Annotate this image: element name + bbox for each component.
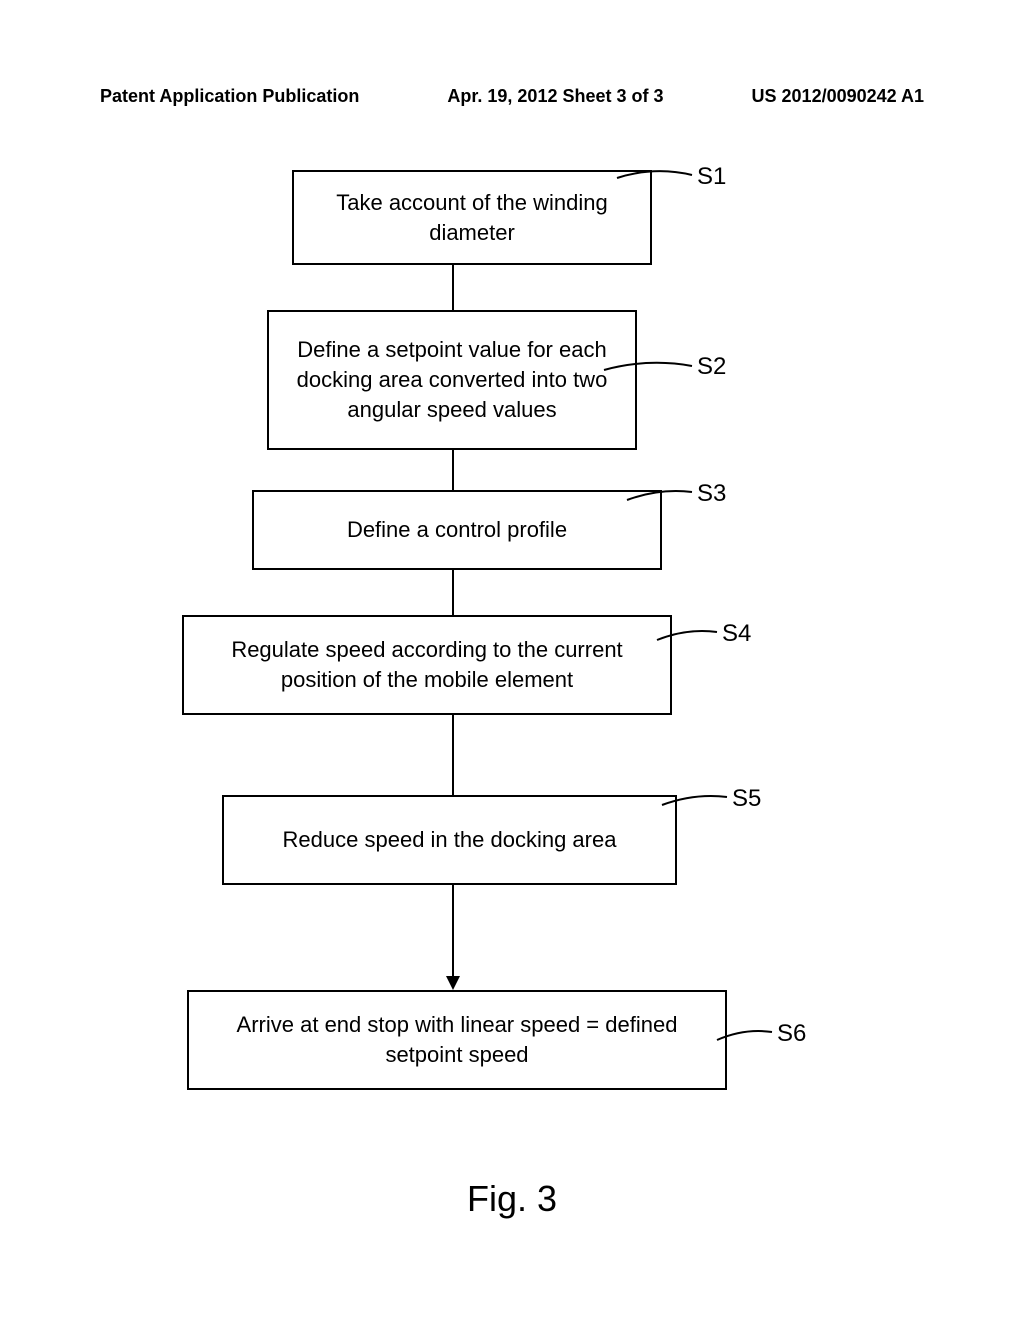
leader-line-s6 [712,1017,777,1055]
flow-label-s6: S6 [777,1020,806,1048]
header-left: Patent Application Publication [100,86,359,107]
flow-label-s2: S2 [697,353,726,381]
flow-box-text: Reduce speed in the docking area [283,825,617,855]
flow-box-text: Regulate speed according to the current … [204,635,650,694]
header-center: Apr. 19, 2012 Sheet 3 of 3 [447,86,663,107]
leader-line-s1 [612,160,697,193]
arrowhead-icon [446,976,460,990]
connector-1 [452,450,454,490]
flow-box-text: Take account of the winding diameter [314,188,630,247]
flow-label-s4: S4 [722,620,751,648]
flow-label-s5: S5 [732,785,761,813]
connector-3 [452,715,454,795]
flow-label-s3: S3 [697,480,726,508]
flow-label-s1: S1 [697,163,726,191]
leader-line-s4 [652,617,722,655]
leader-line-s3 [622,477,697,515]
figure-caption: Fig. 3 [467,1178,557,1220]
flow-box-text: Define a control profile [347,515,567,545]
flow-box-s2: Define a setpoint value for each docking… [267,310,637,450]
connector-0 [452,265,454,310]
flow-box-s3: Define a control profile [252,490,662,570]
flow-box-s6: Arrive at end stop with linear speed = d… [187,990,727,1090]
header-right: US 2012/0090242 A1 [752,86,924,107]
flow-box-text: Arrive at end stop with linear speed = d… [209,1010,705,1069]
connector-4 [452,885,454,988]
page-header: Patent Application Publication Apr. 19, … [0,86,1024,107]
connector-2 [452,570,454,615]
flow-box-text: Define a setpoint value for each docking… [289,335,615,424]
flow-box-s5: Reduce speed in the docking area [222,795,677,885]
leader-line-s5 [657,782,732,820]
flow-box-s1: Take account of the winding diameter [292,170,652,265]
leader-line-s2 [599,351,697,385]
flow-box-s4: Regulate speed according to the current … [182,615,672,715]
